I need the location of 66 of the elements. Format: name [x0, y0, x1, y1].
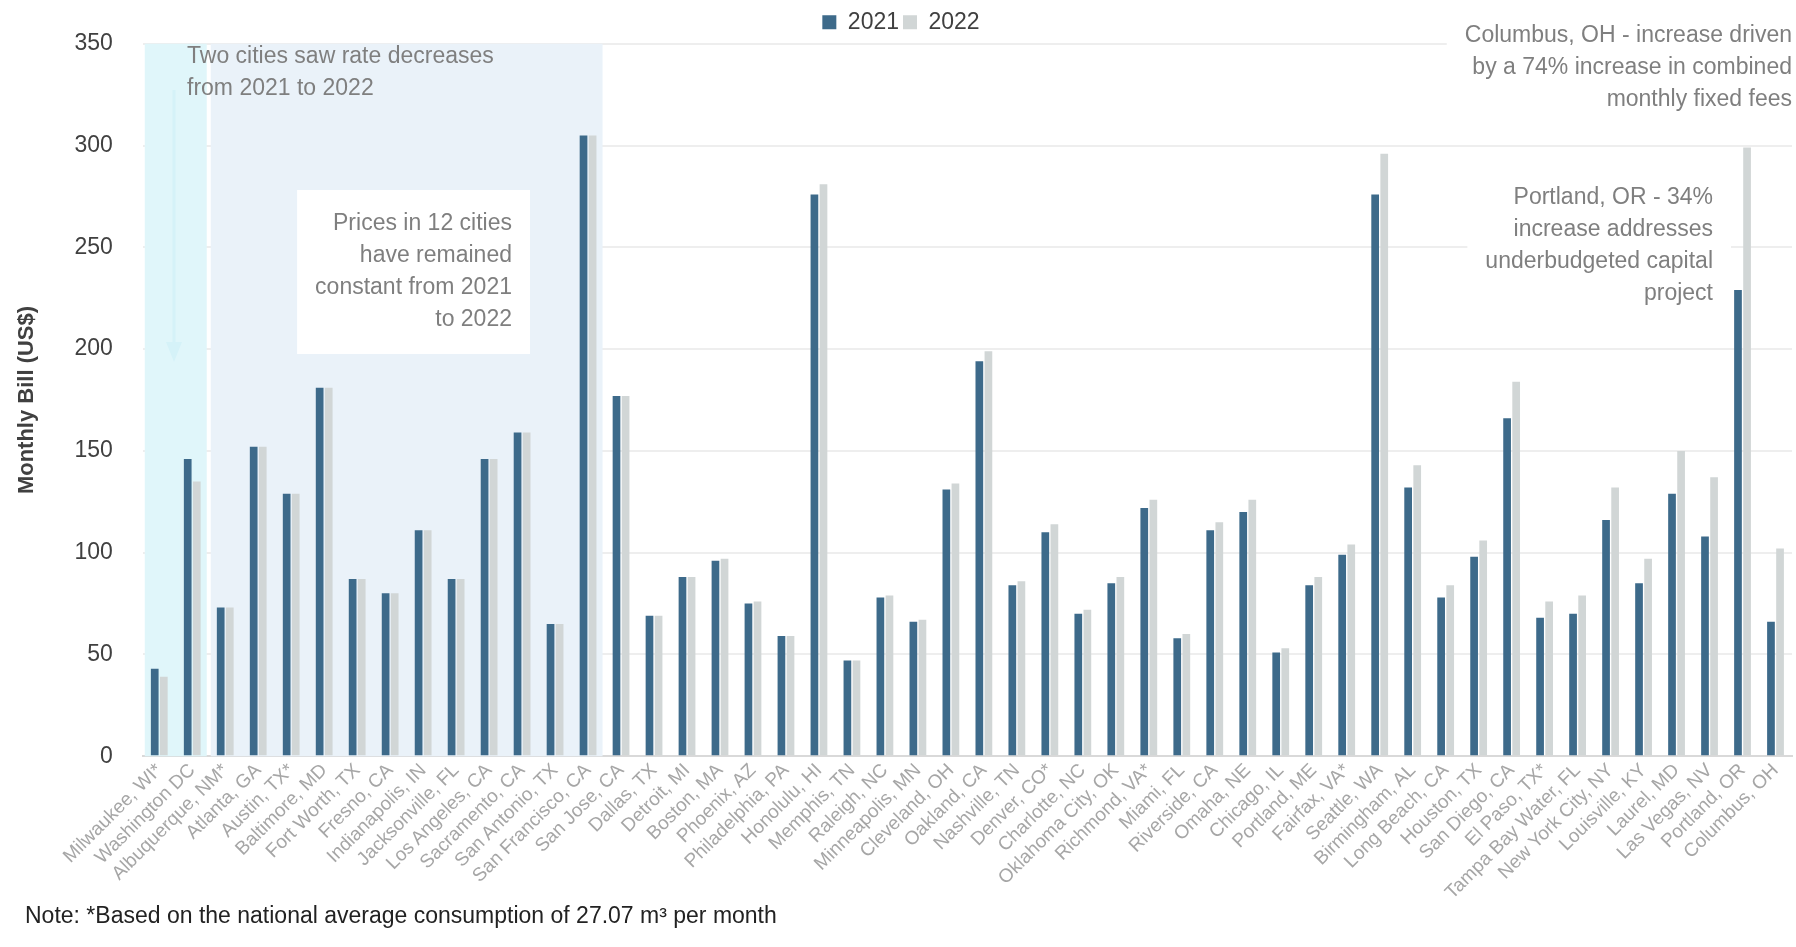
bar: [1305, 585, 1314, 756]
bar: [1272, 652, 1281, 756]
annotation: Prices in 12 cities have remained constant from 2021 to 2022: [315, 208, 512, 331]
bar: [381, 593, 390, 756]
bar: [876, 597, 885, 756]
bar: [975, 361, 984, 756]
y-tick-label: 200: [74, 334, 113, 361]
bar: [579, 135, 588, 756]
y-tick-label: 350: [74, 29, 113, 56]
bar: [216, 607, 225, 756]
y-tick-label: 300: [74, 130, 113, 157]
bar: [513, 432, 522, 756]
bar: [777, 636, 786, 756]
bar: [1206, 530, 1215, 756]
bar: [1239, 511, 1248, 756]
bar: [414, 530, 423, 756]
bar: [1470, 556, 1478, 756]
bar: [1041, 532, 1050, 756]
bar: [1173, 638, 1182, 756]
bar: [183, 459, 192, 756]
y-axis-title: Monthly Bill (US$): [13, 305, 39, 495]
bar: [1074, 613, 1083, 756]
bar: [1140, 507, 1149, 756]
annotation: Portland, OR - 34% increase addresses underbudgeted capital project: [1485, 182, 1714, 305]
bar: [1404, 487, 1412, 756]
bar: [612, 395, 621, 756]
y-tick-label: 150: [74, 436, 113, 463]
bar: [1602, 520, 1610, 756]
legend-label: 2021: [847, 7, 900, 34]
bar: [843, 660, 852, 756]
bar: [282, 493, 291, 756]
bar: [942, 489, 951, 756]
bar: [678, 577, 687, 756]
bar: [1767, 621, 1775, 756]
bar: [711, 560, 720, 756]
bar: [348, 579, 357, 756]
legend-label: 2022: [928, 7, 980, 34]
annotation: Two cities saw rate decreases from 2021 to 2022: [187, 41, 494, 100]
y-tick-label: 50: [87, 639, 113, 666]
bar: [1668, 493, 1676, 756]
text: Note: *Based on the national average consumption of 27.07 m³ per month: [25, 901, 777, 928]
bar: [480, 459, 489, 756]
bar: [1635, 583, 1643, 756]
bar: [1107, 583, 1116, 756]
y-tick-label: 250: [74, 232, 113, 259]
bar: [1437, 597, 1445, 756]
bar: [1008, 585, 1017, 756]
bar: [744, 603, 753, 756]
y-tick-label: 100: [74, 538, 113, 564]
bar: [1536, 617, 1544, 756]
bar: [1701, 536, 1709, 756]
annotation: Columbus, OH - increase driven by a 74% increase in combined monthly fixed fees: [1464, 20, 1792, 111]
y-tick-label: 0: [99, 741, 113, 768]
bar: [447, 579, 456, 756]
bar: [810, 194, 819, 756]
bar: [1569, 613, 1577, 756]
bar: [249, 446, 258, 756]
bar: [1371, 194, 1380, 756]
bar: [546, 623, 555, 756]
bar: [150, 668, 159, 756]
bar: [909, 621, 918, 756]
bar: [315, 387, 324, 756]
bar: [1503, 418, 1511, 756]
bar: [645, 615, 654, 756]
bar: [1734, 290, 1742, 756]
bar: [1338, 554, 1347, 756]
